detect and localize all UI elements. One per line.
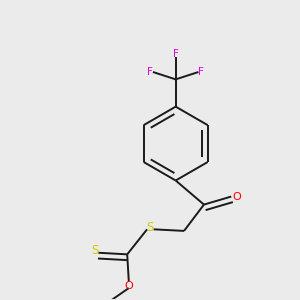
- Text: O: O: [232, 192, 241, 202]
- Text: F: F: [147, 67, 153, 77]
- Text: F: F: [173, 49, 178, 59]
- Text: S: S: [146, 220, 153, 234]
- Text: O: O: [124, 281, 133, 292]
- Text: S: S: [91, 244, 98, 257]
- Text: F: F: [198, 67, 204, 77]
